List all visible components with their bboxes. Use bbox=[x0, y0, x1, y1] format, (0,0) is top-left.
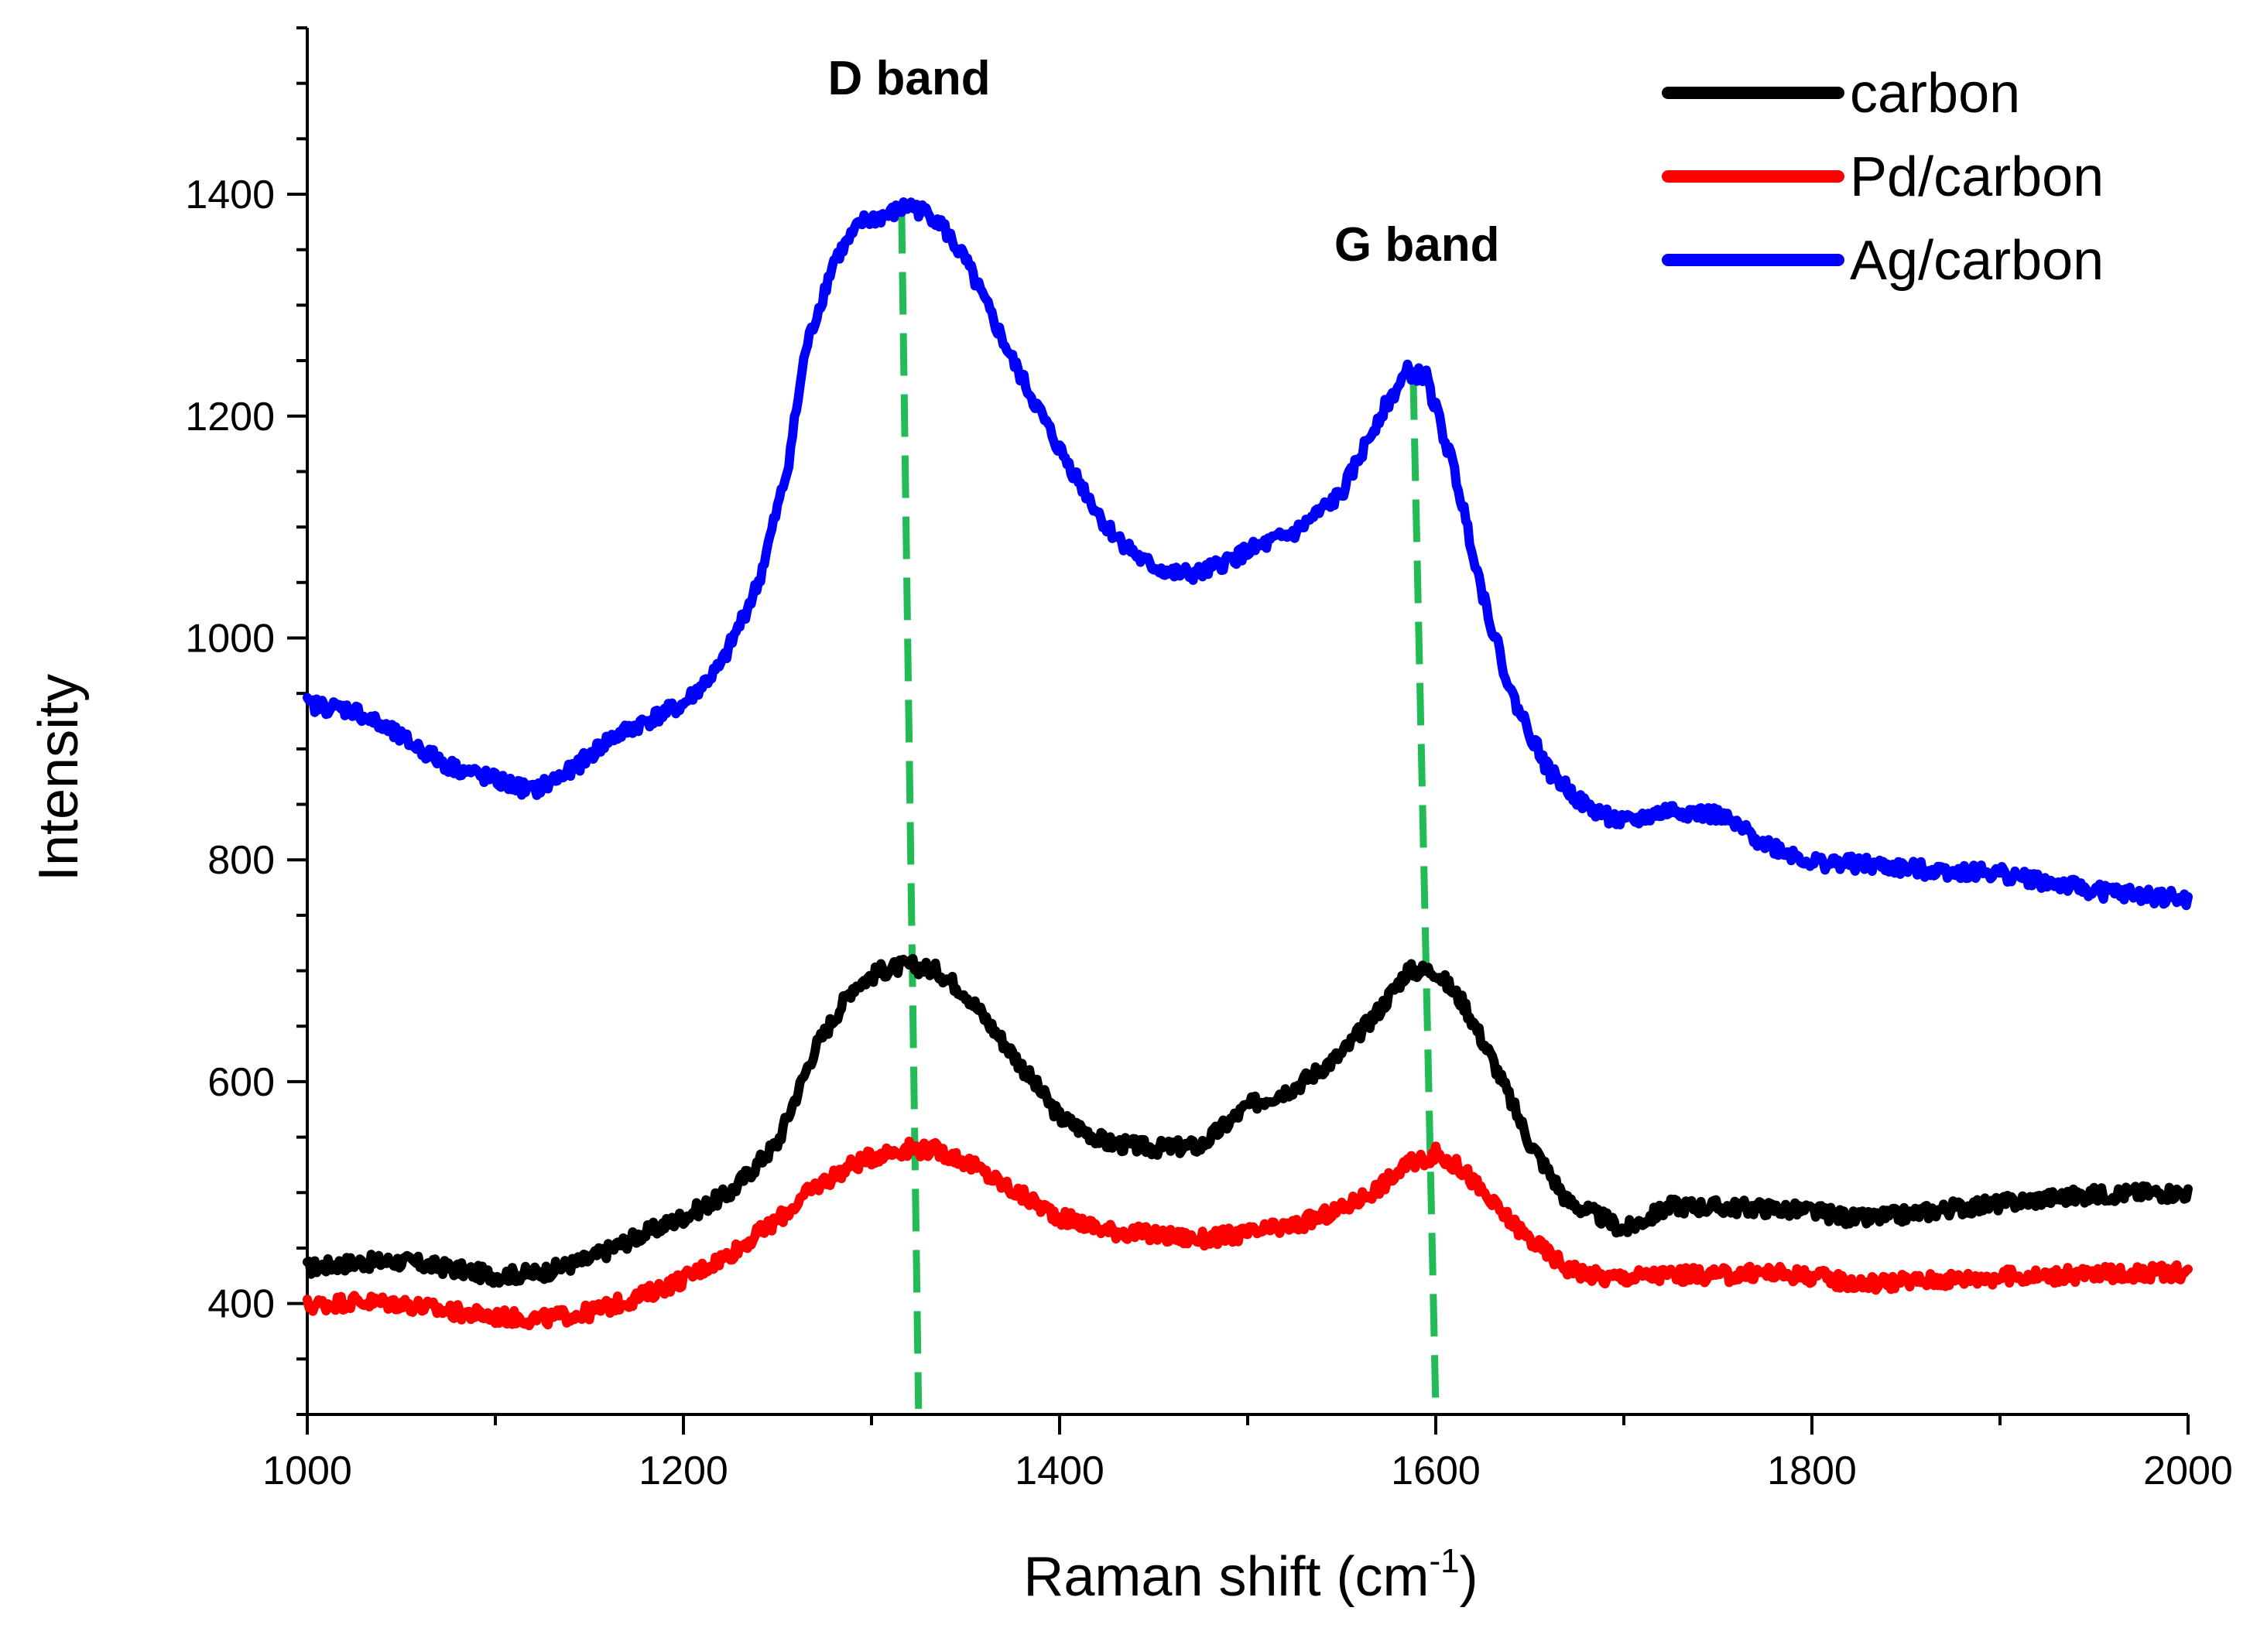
series-line-ag-carbon bbox=[303, 197, 2193, 911]
x-tick-label: 1000 bbox=[262, 1448, 352, 1493]
legend-label: Ag/carbon bbox=[1850, 230, 2104, 292]
x-axis-title-superscript: -1 bbox=[1430, 1542, 1460, 1580]
x-tick-label: 1400 bbox=[1015, 1448, 1104, 1493]
series-layer bbox=[303, 197, 2193, 1331]
x-axis-title-main: Raman shift (cm bbox=[1023, 1546, 1429, 1608]
x-axis-title: Raman shift (cm-1) bbox=[1023, 1542, 1478, 1608]
legend-label: carbon bbox=[1850, 63, 2020, 125]
annotation-lines-layer bbox=[898, 210, 1440, 1409]
axes-layer: 1000 1200 1400 1600 1800 2000 400 600 800 1000 120… bbox=[185, 26, 2233, 1493]
annotation-text-layer: D band G band bbox=[828, 52, 1500, 272]
y-tick-label: 1400 bbox=[185, 173, 275, 217]
annotation-label-2: G band bbox=[1334, 218, 1500, 272]
y-tick-label: 1200 bbox=[185, 395, 275, 440]
y-tick-label: 400 bbox=[207, 1282, 275, 1327]
x-tick-label: 2000 bbox=[2143, 1448, 2233, 1493]
annotation-label-1: D band bbox=[828, 52, 991, 105]
legend-label: Pd/carbon bbox=[1850, 146, 2104, 208]
x-tick-label: 1600 bbox=[1391, 1448, 1481, 1493]
x-axis-title-close: ) bbox=[1460, 1546, 1478, 1608]
y-tick-label: 800 bbox=[207, 838, 275, 883]
y-tick-label: 600 bbox=[207, 1060, 275, 1105]
series-line-carbon bbox=[303, 953, 2193, 1288]
annotation-line-2 bbox=[1409, 377, 1440, 1409]
annotation-line-1 bbox=[898, 210, 923, 1409]
series-line-pd-carbon bbox=[303, 1136, 2193, 1331]
legend: carbon Pd/carbon Ag/carbon bbox=[1662, 63, 2104, 292]
x-tick-label: 1800 bbox=[1767, 1448, 1857, 1493]
y-tick-label: 1000 bbox=[185, 616, 275, 661]
x-tick-label: 1200 bbox=[639, 1448, 728, 1493]
y-axis-title: Intensity bbox=[28, 674, 90, 881]
